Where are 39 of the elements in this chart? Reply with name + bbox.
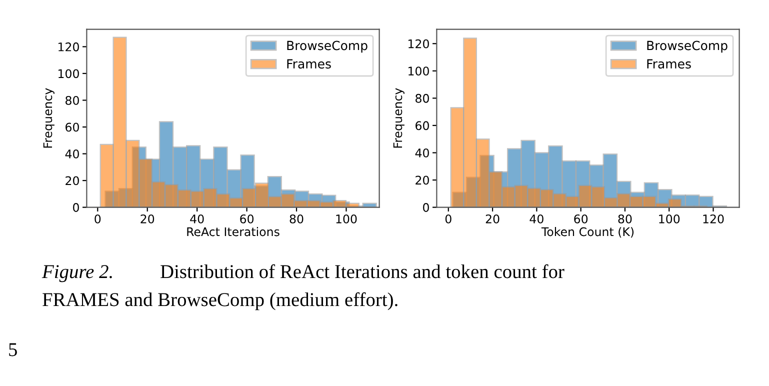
- x-tick-label: 100: [659, 214, 680, 224]
- y-tick-label: 0: [423, 203, 429, 212]
- x-tick-label: 100: [336, 214, 357, 224]
- y-tick-label: 80: [66, 96, 79, 105]
- x-tick-label: 20: [486, 214, 500, 224]
- x-axis-title: ReAct Iterations: [187, 227, 280, 236]
- x-tick-label: 60: [240, 214, 254, 224]
- legend-label: BrowseComp: [647, 40, 728, 53]
- x-tick-label: 40: [530, 214, 544, 224]
- text: 5: [9, 343, 17, 356]
- x-tick-label: 80: [618, 214, 632, 224]
- x-tick-label: 80: [290, 214, 304, 224]
- text: FRAMES and BrowseComp (medium effort).: [42, 292, 398, 310]
- x-tick-label: 60: [574, 214, 588, 224]
- y-tick-label: 40: [415, 148, 429, 158]
- x-tick-label: 20: [140, 214, 154, 224]
- y-tick-label: 120: [408, 39, 429, 48]
- y-tick-label: 100: [58, 69, 79, 78]
- y-tick-label: 60: [416, 121, 429, 130]
- y-tick-label: 20: [416, 176, 429, 185]
- x-tick-label: 0: [445, 214, 452, 224]
- y-tick-label: 60: [66, 122, 79, 132]
- x-tick-label: 0: [94, 214, 101, 224]
- y-tick-label: 80: [416, 94, 429, 103]
- legend-label: Frames: [287, 59, 331, 69]
- x-tick-label: 40: [190, 214, 204, 224]
- text: Distribution of ReAct Iterations and token count for: [160, 264, 564, 278]
- caption: Figure 2.: [42, 265, 112, 282]
- y-axis-title: Frequency: [43, 88, 54, 148]
- y-tick-label: 20: [66, 176, 79, 186]
- legend-label: BrowseComp: [287, 40, 368, 53]
- y-axis-title: Frequency: [393, 88, 404, 148]
- y-tick-label: 40: [65, 149, 79, 158]
- y-tick-label: 120: [58, 42, 79, 52]
- legend-label: Frames: [647, 59, 691, 69]
- y-tick-label: 0: [73, 203, 79, 212]
- y-tick-label: 100: [408, 66, 429, 76]
- x-axis-title: Token Count (K): [541, 227, 634, 238]
- x-tick-label: 120: [703, 214, 724, 224]
